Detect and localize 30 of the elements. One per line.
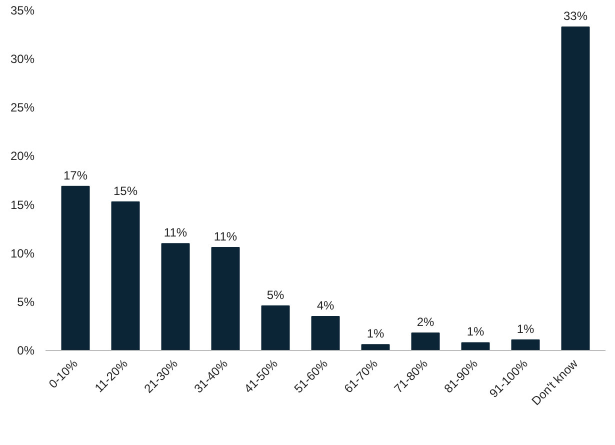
data-label: 11%	[214, 230, 238, 244]
data-label: 1%	[366, 326, 384, 341]
bar	[61, 186, 90, 350]
bar	[311, 316, 340, 350]
data-label: 33%	[563, 9, 588, 24]
y-tick-label: 5%	[17, 294, 35, 309]
y-tick-label: 15%	[10, 198, 35, 212]
data-label: 4%	[316, 298, 334, 312]
bar	[111, 201, 140, 350]
bar	[261, 305, 290, 350]
data-label: 11%	[164, 226, 188, 240]
y-tick-label: 0%	[17, 344, 35, 358]
data-label: 15%	[113, 184, 138, 198]
bar	[461, 342, 490, 350]
y-tick-label: 20%	[10, 149, 35, 164]
y-tick-label: 10%	[10, 246, 35, 260]
data-label: 2%	[416, 315, 434, 330]
data-label: 1%	[516, 322, 534, 336]
bar	[361, 344, 390, 350]
data-label: 17%	[63, 168, 88, 182]
y-tick-label: 35%	[10, 4, 35, 18]
y-tick-label: 30%	[10, 52, 35, 66]
bar	[511, 339, 540, 350]
bar	[161, 243, 190, 350]
bar	[411, 332, 440, 350]
bar	[561, 26, 590, 350]
bar	[211, 247, 240, 350]
data-label: 5%	[266, 288, 284, 302]
y-tick-label: 25%	[10, 100, 35, 115]
data-label: 1%	[466, 324, 484, 339]
